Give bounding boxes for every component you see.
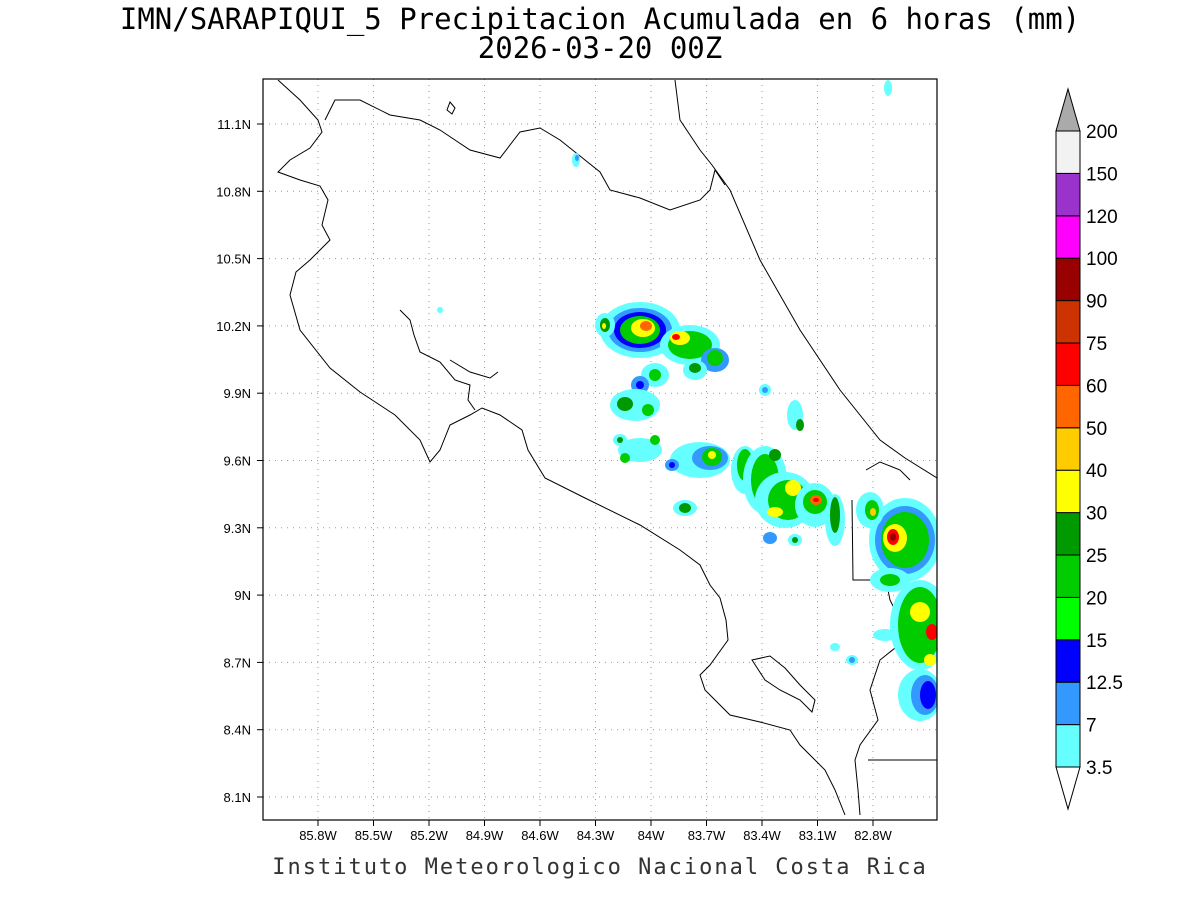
precip-cell xyxy=(890,580,937,670)
colorbar-swatch xyxy=(1055,554,1081,598)
colorbar-label: 7 xyxy=(1086,716,1097,737)
colorbar-swatch xyxy=(1055,257,1081,302)
precip-cell xyxy=(856,492,884,528)
lon-tick-label: 83.7W xyxy=(688,828,726,843)
osa-peninsula xyxy=(751,655,816,713)
colorbar xyxy=(1055,87,1081,811)
footer-credit: Instituto Meteorologico Nacional Costa R… xyxy=(272,855,928,880)
colorbar-label: 150 xyxy=(1086,164,1118,185)
lon-tick-labels: 85.8W 85.5W 85.2W 84.9W 84.6W 84.3W 84W 83.7W 83… xyxy=(299,828,892,843)
lat-tick-label: 11.1N xyxy=(217,117,251,132)
colorbar-swatch xyxy=(1055,130,1081,174)
colorbar-label: 25 xyxy=(1086,546,1107,567)
colorbar-swatch xyxy=(1055,215,1081,259)
colorbar-label: 40 xyxy=(1086,461,1107,482)
colorbar-swatch xyxy=(1055,300,1081,344)
precip-cell xyxy=(787,400,804,431)
lat-tick-label: 8.7N xyxy=(224,655,251,670)
lat-tick-marks xyxy=(257,123,263,798)
colorbar-label: 100 xyxy=(1086,249,1118,270)
colorbar-swatch xyxy=(1055,172,1081,217)
lat-tick-label: 9.9N xyxy=(224,386,251,401)
colorbar-label: 30 xyxy=(1086,504,1107,525)
map-gridlines xyxy=(263,79,937,820)
colorbar-labels: 3.5 7 12.5 15 20 25 30 40 50 60 75 90 100 120 150 200 xyxy=(1086,122,1123,779)
lon-tick-label: 83.4W xyxy=(743,828,781,843)
lon-tick-label: 85.2W xyxy=(410,828,448,843)
colorbar-swatch xyxy=(1055,639,1081,683)
colorbar-label: 12.5 xyxy=(1086,673,1123,694)
colorbar-swatch xyxy=(1055,427,1081,471)
coastline xyxy=(277,79,937,816)
colorbar-swatch xyxy=(1055,681,1081,726)
colorbar-swatch xyxy=(1055,512,1081,556)
lon-tick-marks xyxy=(317,820,874,826)
lat-tick-label: 10.5N xyxy=(216,252,251,267)
caribbean-coast xyxy=(674,79,937,479)
lon-tick-label: 82.8W xyxy=(854,828,892,843)
precip-cell xyxy=(673,500,697,516)
precip-cell xyxy=(600,302,680,358)
lat-tick-label: 9N xyxy=(234,588,251,603)
precip-cell xyxy=(683,360,707,380)
lat-tick-label: 10.2N xyxy=(216,319,251,334)
colorbar-label: 200 xyxy=(1086,122,1118,143)
colorbar-label: 120 xyxy=(1086,207,1118,228)
lat-tick-label: 10.8N xyxy=(216,184,251,199)
lon-tick-label: 84.9W xyxy=(466,828,504,843)
colorbar-label: 50 xyxy=(1086,419,1107,440)
precip-cell xyxy=(795,483,835,527)
lon-tick-label: 84.6W xyxy=(521,828,559,843)
precip-cell xyxy=(830,629,897,665)
precip-cell xyxy=(610,389,660,421)
precip-cell xyxy=(825,494,845,546)
colorbar-swatch xyxy=(1055,469,1081,514)
lat-tick-label: 9.6N xyxy=(224,454,251,469)
colorbar-swatch xyxy=(1055,724,1081,768)
precip-cell xyxy=(595,313,615,337)
colorbar-under-triangle xyxy=(1055,766,1081,811)
colorbar-label: 15 xyxy=(1086,631,1107,652)
lat-tick-label: 8.4N xyxy=(224,723,251,738)
colorbar-swatch xyxy=(1055,384,1081,429)
colorbar-swatch xyxy=(1055,342,1081,386)
lon-tick-label: 84.3W xyxy=(577,828,615,843)
colorbar-label: 3.5 xyxy=(1086,758,1112,779)
map-title: IMN/SARAPIQUI_5 Precipitacion Acumulada … xyxy=(119,2,1081,36)
plot-frame xyxy=(262,78,938,821)
lon-tick-label: 85.5W xyxy=(355,828,393,843)
lat-tick-label: 9.3N xyxy=(224,521,251,536)
precip-cell xyxy=(870,568,910,592)
panama-coast xyxy=(865,461,911,481)
nicoya-inlet xyxy=(399,309,476,411)
precip-cell xyxy=(898,669,937,721)
nicaragua-border xyxy=(324,99,726,211)
colorbar-label: 20 xyxy=(1086,588,1107,609)
lon-tick-label: 83.1W xyxy=(799,828,837,843)
lon-tick-label: 85.8W xyxy=(299,828,337,843)
coastline-outline xyxy=(277,79,846,816)
precip-cell xyxy=(618,435,662,463)
precip-cell xyxy=(759,384,771,396)
map-subtitle: 2026-03-20 00Z xyxy=(477,31,723,65)
precip-cell xyxy=(763,532,802,546)
colorbar-over-triangle xyxy=(1055,87,1081,132)
precip-cell xyxy=(665,459,679,471)
colorbar-label: 60 xyxy=(1086,376,1107,397)
colorbar-label: 90 xyxy=(1086,292,1107,313)
precipitation-field xyxy=(437,80,937,721)
inner-coastline xyxy=(449,359,499,379)
precip-cell xyxy=(701,348,729,372)
precip-cell xyxy=(869,498,937,582)
lon-tick-label: 84W xyxy=(638,828,665,843)
colorbar-label: 75 xyxy=(1086,334,1107,355)
precip-cell xyxy=(670,442,730,478)
lat-tick-label: 8.1N xyxy=(224,790,251,805)
island-small xyxy=(446,101,456,115)
precip-cell xyxy=(437,80,892,313)
colorbar-swatch xyxy=(1055,596,1081,641)
lat-tick-labels: 11.1N 10.8N 10.5N 10.2N 9.9N 9.6N 9.3N 9N 8.7N 8.… xyxy=(216,117,251,805)
